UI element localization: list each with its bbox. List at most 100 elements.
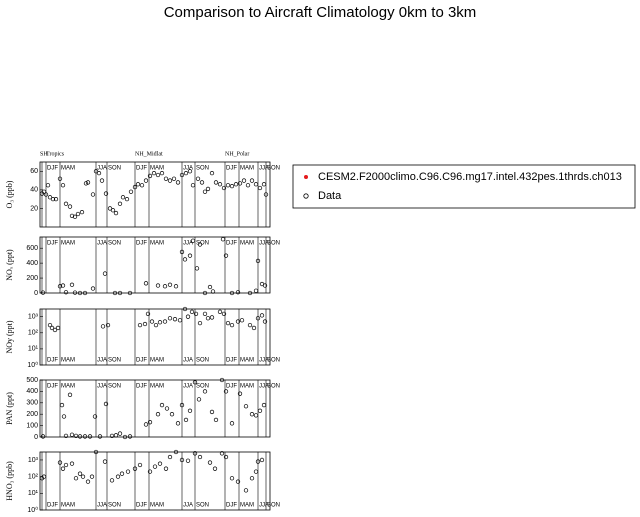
plot-frame	[39, 308, 271, 366]
data-point	[257, 185, 263, 191]
y-tick-label: 200	[26, 411, 38, 418]
data-point	[73, 476, 79, 481]
data-point	[149, 319, 155, 324]
season-label: MAM	[150, 166, 164, 172]
data-point	[87, 434, 93, 439]
data-point	[92, 414, 98, 419]
data-point	[109, 478, 115, 483]
data-point	[69, 461, 75, 466]
data-point	[172, 317, 178, 322]
data-point	[117, 431, 123, 436]
data-point	[132, 466, 138, 471]
season-label: JJA	[183, 241, 193, 247]
data-point	[247, 322, 253, 328]
data-point	[261, 182, 267, 187]
data-point	[177, 318, 183, 323]
season-label: MAM	[240, 503, 254, 509]
season-label: MAM	[150, 241, 164, 247]
data-point	[187, 408, 193, 413]
season-label: JJA	[259, 358, 269, 364]
season-label: SON	[267, 384, 280, 390]
data-point	[189, 309, 195, 314]
y-axis-label: O₃ (ppb)	[5, 180, 14, 208]
data-point	[79, 209, 85, 215]
data-point	[187, 253, 193, 258]
data-point	[63, 433, 69, 439]
data-point	[237, 391, 243, 396]
legend-marker	[303, 193, 309, 199]
season-label: SON	[196, 384, 209, 390]
data-point	[57, 284, 63, 289]
y-tick-label: 600	[26, 245, 38, 252]
data-point	[194, 266, 200, 271]
data-point	[185, 458, 191, 463]
data-point	[128, 189, 134, 194]
y-tick-label: 40	[30, 187, 38, 194]
region-label: NH_Midlat	[135, 151, 163, 157]
season-label: MAM	[61, 358, 75, 364]
data-point	[167, 178, 173, 183]
data-point	[63, 462, 69, 468]
season-label: SON	[108, 241, 121, 247]
data-point	[167, 454, 173, 460]
season-label: DJF	[47, 358, 58, 364]
data-point	[209, 409, 215, 415]
data-point	[143, 178, 149, 183]
data-point	[93, 449, 99, 455]
data-point	[73, 433, 79, 439]
season-label: JJA	[97, 503, 107, 509]
data-point	[196, 397, 202, 402]
data-point	[155, 172, 161, 178]
data-point	[235, 319, 241, 324]
data-point	[117, 290, 123, 296]
data-point	[85, 180, 91, 185]
data-point	[119, 471, 125, 476]
data-point	[163, 176, 169, 181]
data-point	[50, 196, 56, 202]
data-point	[182, 257, 188, 262]
data-point	[193, 311, 199, 316]
data-point	[83, 181, 89, 186]
season-label: DJF	[226, 241, 237, 247]
y-tick-label: 400	[26, 260, 38, 267]
y-tick-label: 400	[26, 388, 38, 395]
season-label: MAM	[240, 166, 254, 172]
data-point	[183, 417, 189, 423]
data-point	[93, 169, 99, 174]
season-label: DJF	[47, 166, 58, 172]
data-point	[110, 208, 116, 213]
data-point	[47, 322, 53, 328]
data-point	[229, 421, 235, 426]
data-point	[169, 412, 175, 417]
data-point	[80, 474, 86, 479]
data-point	[125, 469, 131, 474]
data-point	[63, 290, 69, 295]
data-point	[124, 196, 130, 202]
data-point	[199, 180, 205, 185]
data-point	[69, 282, 75, 287]
data-point	[179, 172, 185, 178]
data-point	[157, 461, 163, 466]
y-tick-label: 500	[26, 377, 38, 384]
data-point	[57, 460, 63, 465]
season-label: DJF	[136, 358, 147, 364]
season-label: MAM	[61, 241, 75, 247]
season-label: JJA	[183, 503, 193, 509]
data-point	[253, 413, 259, 418]
data-point	[209, 315, 215, 320]
data-point	[115, 474, 121, 479]
data-point	[210, 289, 216, 294]
season-label: MAM	[240, 241, 254, 247]
data-point	[245, 183, 251, 188]
legend-box	[292, 164, 636, 209]
data-point	[173, 449, 179, 455]
data-point	[53, 196, 59, 202]
data-point	[229, 290, 235, 296]
data-point	[253, 288, 259, 293]
season-label: DJF	[226, 384, 237, 390]
data-point	[61, 414, 67, 419]
data-point	[109, 433, 115, 439]
data-point	[139, 183, 145, 188]
data-point	[255, 316, 261, 321]
